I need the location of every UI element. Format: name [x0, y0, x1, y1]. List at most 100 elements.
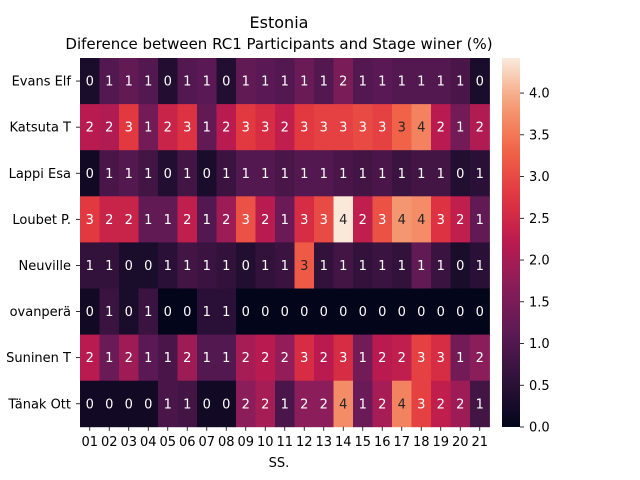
- heatmap-cell: [138, 104, 159, 151]
- heatmap-cell: [431, 288, 451, 335]
- heatmap-cell: [333, 334, 354, 382]
- heatmap-cell: [275, 380, 295, 428]
- heatmap-cell: [99, 380, 120, 428]
- cell-value-label: 2: [339, 75, 347, 90]
- heatmap-cell: [236, 380, 256, 428]
- heatmap-cell: [294, 380, 315, 428]
- x-tick-label: 18: [413, 435, 430, 450]
- cell-value-label: 1: [320, 259, 328, 274]
- heatmap-cell: [372, 288, 393, 335]
- cell-value-label: 3: [300, 121, 308, 136]
- heatmap-cell: [119, 104, 139, 151]
- heatmap-cell: [431, 242, 451, 289]
- cell-value-label: 2: [261, 351, 269, 366]
- cell-value-label: 2: [320, 351, 328, 366]
- x-tick-label: 15: [354, 435, 371, 450]
- cell-value-label: 2: [242, 351, 250, 366]
- heatmap-cell: [314, 380, 334, 428]
- heatmap-cell: [138, 288, 159, 335]
- heatmap-cell: [333, 104, 354, 151]
- heatmap-cell: [236, 242, 256, 289]
- cell-value-label: 1: [203, 213, 211, 228]
- heatmap-cell: [177, 242, 198, 289]
- heatmap-cell: [197, 334, 217, 382]
- heatmap-cell: [158, 196, 178, 243]
- cell-value-label: 1: [222, 259, 230, 274]
- cell-value-label: 0: [203, 397, 211, 412]
- colorbar-tick-label: 2.0: [529, 254, 550, 269]
- heatmap-cell: [411, 334, 432, 382]
- y-tick-label: Loubet P.: [12, 213, 71, 228]
- cell-value-label: 2: [437, 397, 445, 412]
- heatmap-cell: [314, 58, 334, 105]
- heatmap-cell: [450, 58, 471, 105]
- chart-title: Estonia: [250, 13, 309, 32]
- heatmap-cell: [314, 104, 334, 151]
- cell-value-label: 0: [86, 75, 94, 90]
- cell-value-label: 2: [398, 351, 406, 366]
- cell-value-label: 3: [417, 351, 425, 366]
- heatmap-cell: [158, 334, 178, 382]
- cell-value-label: 4: [398, 397, 406, 412]
- cell-value-label: 2: [281, 121, 289, 136]
- cell-value-label: 1: [300, 75, 308, 90]
- heatmap-cell: [197, 242, 217, 289]
- heatmap-cell: [255, 58, 276, 105]
- heatmap-cell: [80, 334, 100, 382]
- cell-value-label: 1: [105, 351, 113, 366]
- cell-value-label: 1: [105, 167, 113, 182]
- cell-value-label: 1: [183, 167, 191, 182]
- cell-value-label: 0: [183, 305, 191, 320]
- heatmap-cell: [255, 196, 276, 243]
- heatmap-cell: [119, 242, 139, 289]
- cell-value-label: 0: [203, 167, 211, 182]
- cell-value-label: 1: [398, 259, 406, 274]
- cell-value-label: 2: [183, 351, 191, 366]
- heatmap-cell: [119, 380, 139, 428]
- cell-value-label: 2: [476, 121, 484, 136]
- heatmap-cell: [158, 242, 178, 289]
- heatmap-cell: [216, 150, 237, 197]
- cell-value-label: 2: [261, 397, 269, 412]
- heatmap-cell: [392, 242, 412, 289]
- x-tick-label: 09: [237, 435, 254, 450]
- cell-value-label: 0: [242, 305, 250, 320]
- cell-value-label: 2: [359, 213, 367, 228]
- y-tick-label: Suninen T: [6, 351, 71, 366]
- x-tick-label: 11: [276, 435, 293, 450]
- cell-value-label: 1: [144, 351, 152, 366]
- cell-value-label: 2: [183, 213, 191, 228]
- cell-value-label: 2: [261, 213, 269, 228]
- cell-value-label: 1: [203, 121, 211, 136]
- heatmap-cell: [275, 288, 295, 335]
- cell-value-label: 2: [456, 397, 464, 412]
- cell-value-label: 0: [125, 259, 133, 274]
- heatmap-cell: [275, 104, 295, 151]
- cell-value-label: 0: [359, 305, 367, 320]
- cell-value-label: 1: [359, 75, 367, 90]
- cell-value-label: 1: [417, 259, 425, 274]
- cell-value-label: 3: [86, 213, 94, 228]
- heatmap-cell: [372, 150, 393, 197]
- cell-value-label: 3: [300, 213, 308, 228]
- cell-value-label: 3: [242, 213, 250, 228]
- cell-value-label: 2: [378, 351, 386, 366]
- heatmap-cell: [392, 104, 412, 151]
- cell-value-label: 1: [261, 259, 269, 274]
- heatmap-cell: [372, 242, 393, 289]
- cell-value-label: 2: [300, 397, 308, 412]
- cell-value-label: 0: [339, 305, 347, 320]
- x-tick-label: 16: [374, 435, 391, 450]
- cell-value-label: 2: [437, 121, 445, 136]
- cell-value-label: 2: [86, 351, 94, 366]
- cell-value-label: 2: [125, 213, 133, 228]
- x-tick-label: 06: [179, 435, 196, 450]
- cell-value-label: 3: [378, 121, 386, 136]
- cell-value-label: 1: [476, 167, 484, 182]
- heatmap-cell: [119, 334, 139, 382]
- cell-value-label: 1: [203, 259, 211, 274]
- heatmap-cell: [392, 288, 412, 335]
- heatmap-cell: [99, 150, 120, 197]
- colorbar-tick-label: 1.0: [529, 337, 550, 352]
- x-tick-label: 02: [101, 435, 118, 450]
